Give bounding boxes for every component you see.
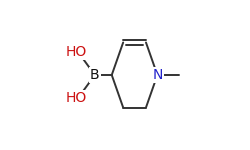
Text: HO: HO [66, 45, 87, 59]
Text: HO: HO [66, 91, 87, 105]
Text: N: N [152, 68, 162, 82]
Text: B: B [90, 68, 100, 82]
